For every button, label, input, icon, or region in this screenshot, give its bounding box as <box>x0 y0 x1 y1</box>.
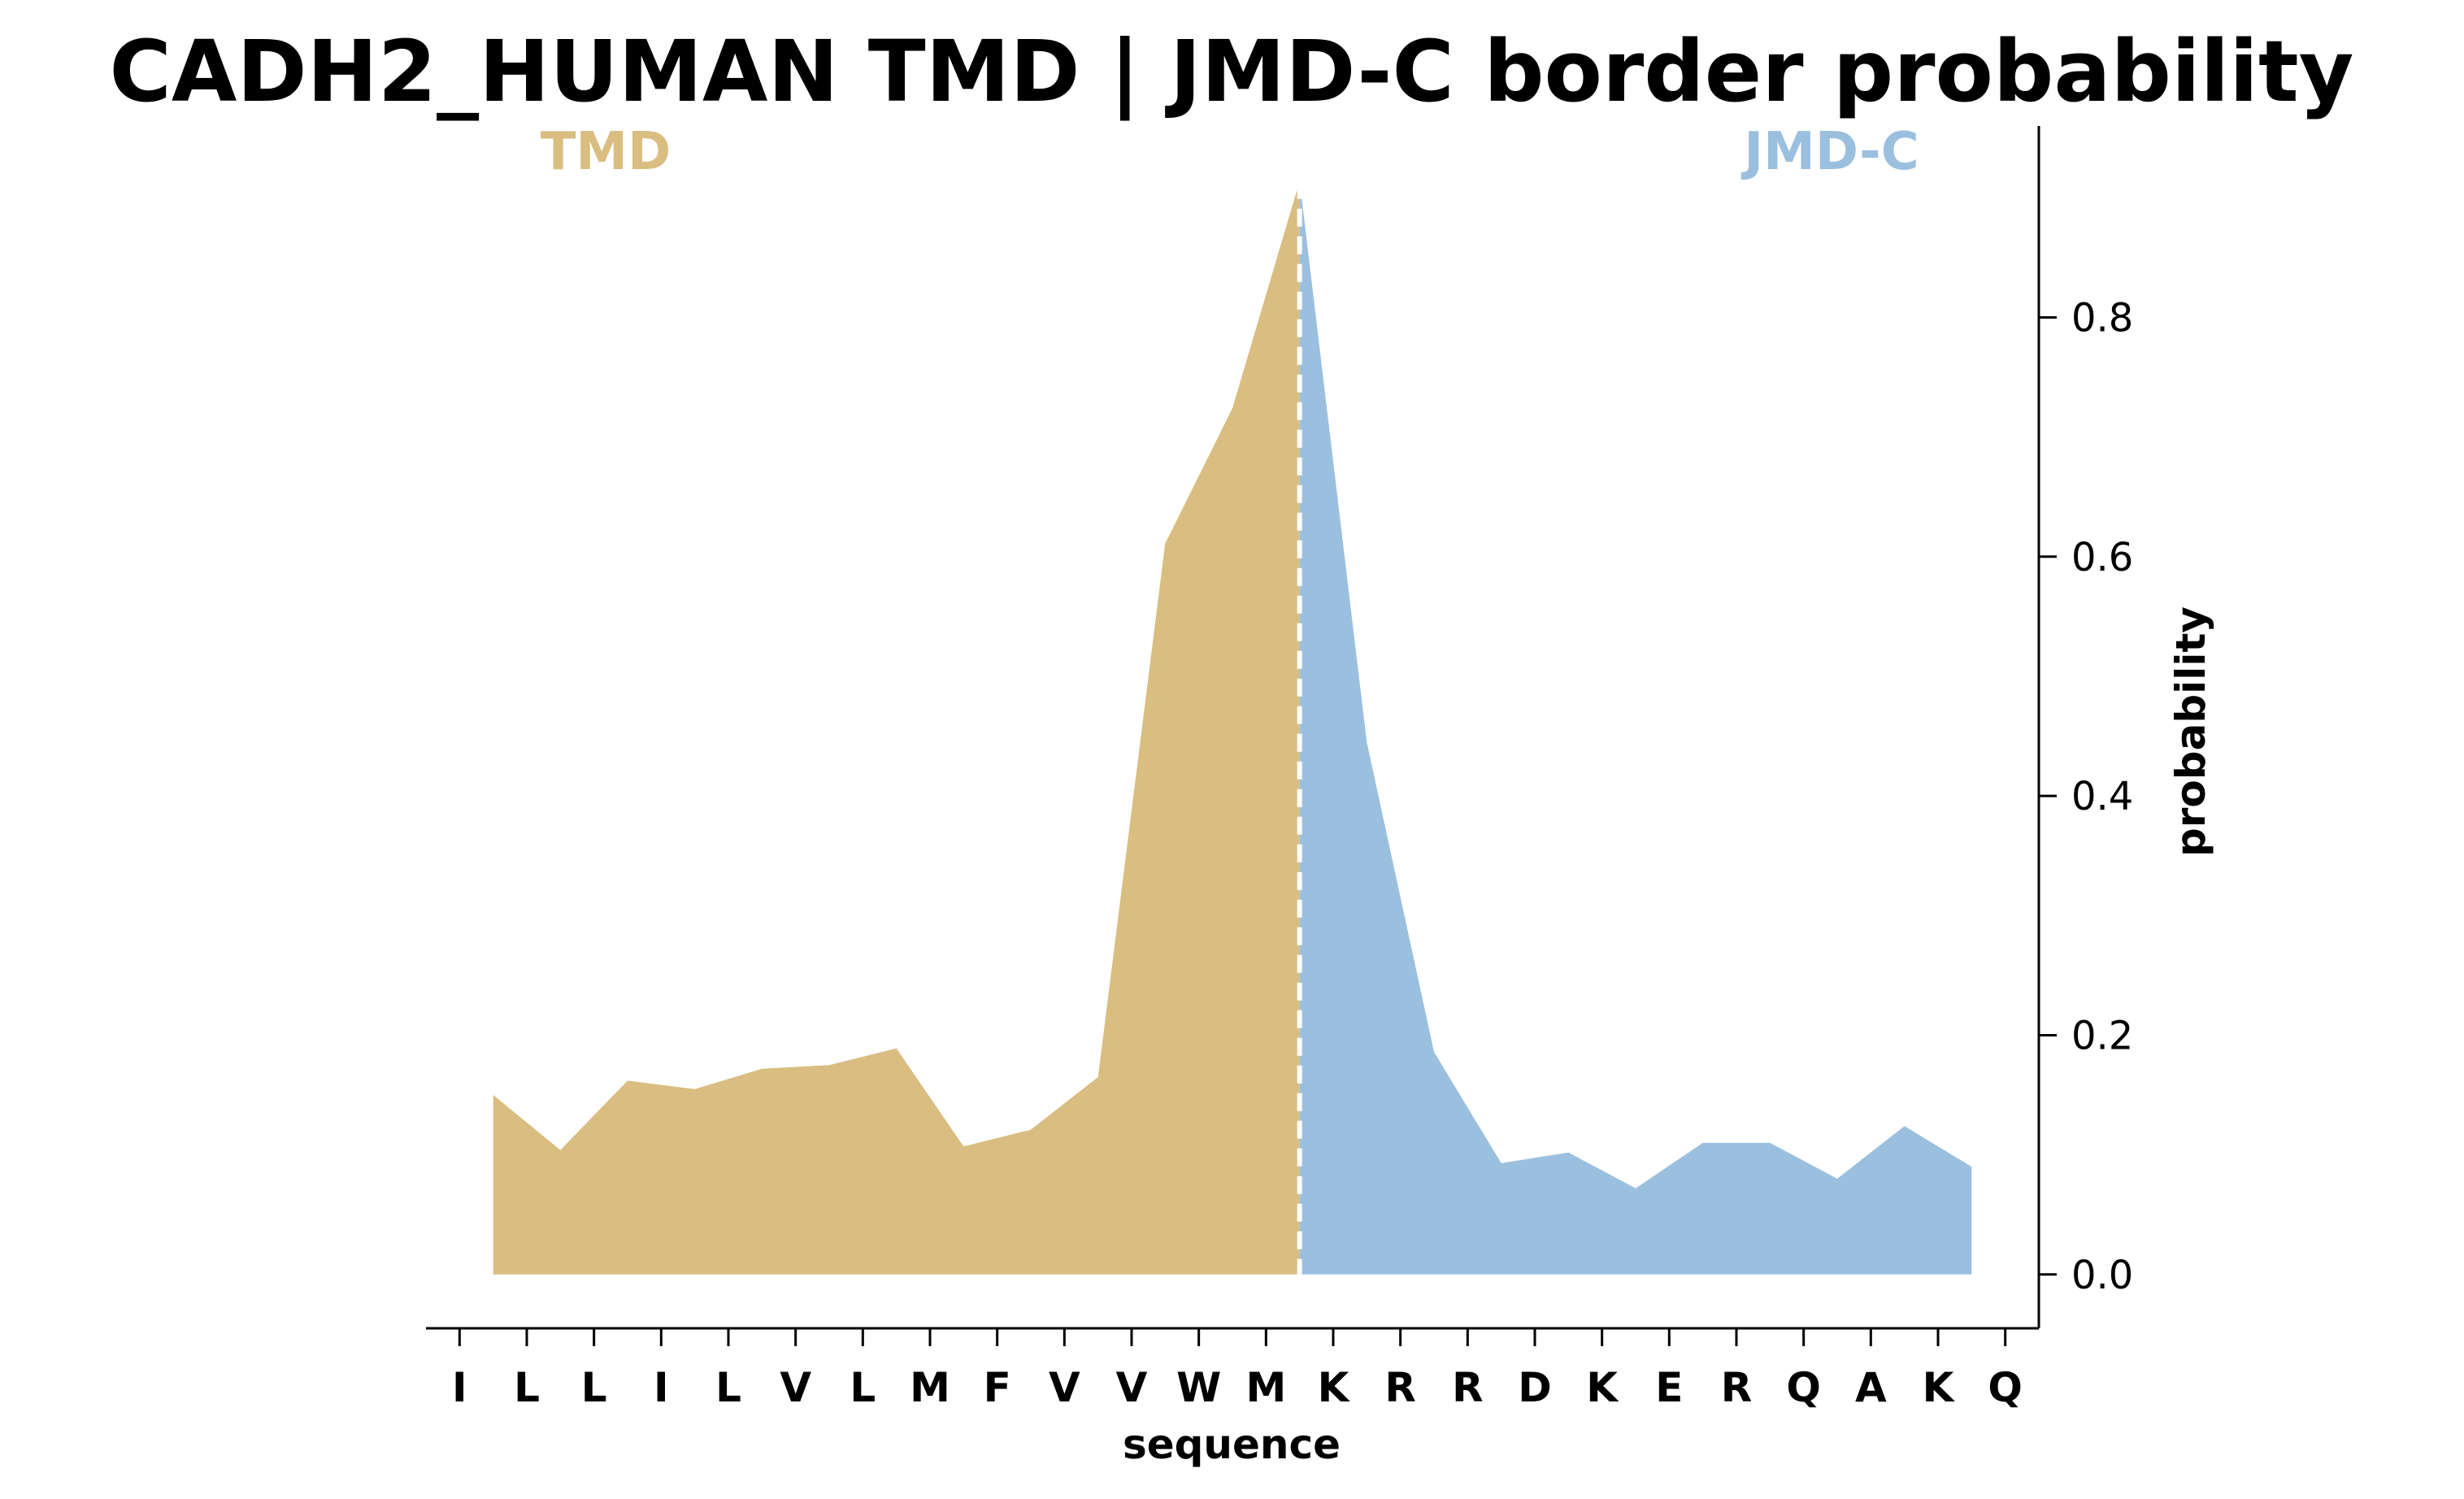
y-tick-label: 0.4 <box>2071 774 2133 819</box>
y-tick-label: 0.2 <box>2071 1013 2133 1058</box>
x-tick-label: K <box>1318 1364 1351 1411</box>
y-tick-label: 0.6 <box>2071 535 2133 580</box>
x-tick-label: M <box>1245 1364 1286 1411</box>
x-tick-label: L <box>581 1364 607 1411</box>
x-tick-label: L <box>850 1364 876 1411</box>
x-tick-label: I <box>452 1364 467 1411</box>
x-tick-label: M <box>910 1364 950 1411</box>
y-axis-label: probability <box>2167 606 2214 857</box>
x-tick-label: V <box>1116 1364 1148 1411</box>
x-tick-label: I <box>654 1364 669 1411</box>
x-tick-label: V <box>780 1364 811 1411</box>
y-tick-label: 0.8 <box>2071 295 2133 341</box>
x-tick-label: W <box>1176 1364 1221 1411</box>
plot-area <box>493 180 1972 1275</box>
x-tick-label: A <box>1855 1364 1887 1411</box>
x-tick-label: R <box>1384 1364 1416 1411</box>
x-tick-label: R <box>1452 1364 1484 1411</box>
x-tick-label: L <box>514 1364 540 1411</box>
y-tick-label: 0.0 <box>2071 1253 2133 1298</box>
x-tick-label: R <box>1721 1364 1753 1411</box>
x-tick-label: E <box>1655 1364 1683 1411</box>
x-tick-label: D <box>1518 1364 1552 1411</box>
x-tick-label: F <box>984 1364 1011 1411</box>
region-label-jmd-c: JMD-C <box>1740 122 1919 182</box>
region-label-tmd: TMD <box>541 122 671 182</box>
chart-title: CADH2_HUMAN TMD | JMD-C border probabili… <box>110 22 2354 121</box>
x-tick-label: Q <box>1988 1364 2023 1411</box>
y-axis: 0.0 0.2 0.4 0.6 0.8 <box>2037 126 2133 1328</box>
area-jmd-c <box>1299 180 1972 1275</box>
x-tick-label: V <box>1049 1364 1080 1411</box>
x-tick-label: K <box>1586 1364 1619 1411</box>
x-tick-label: Q <box>1786 1364 1821 1411</box>
x-tick-label: K <box>1923 1364 1956 1411</box>
x-axis-label: sequence <box>1123 1421 1341 1468</box>
x-tick-label: L <box>715 1364 741 1411</box>
area-tmd <box>493 180 1300 1275</box>
